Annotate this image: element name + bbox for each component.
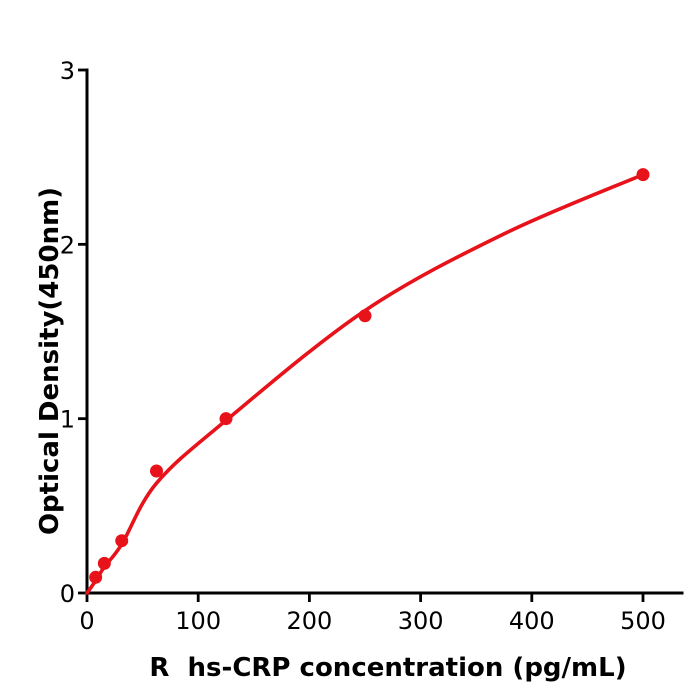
- x-tick-label: 300: [398, 607, 444, 635]
- x-tick-label: 400: [509, 607, 555, 635]
- y-tick-label: 0: [60, 580, 75, 608]
- x-tick-label: 0: [79, 607, 94, 635]
- data-point: [358, 309, 372, 323]
- data-point: [89, 570, 103, 584]
- fit-curve: [85, 172, 645, 595]
- x-axis-title: R hs-CRP concentration (pg/mL): [149, 653, 627, 683]
- y-tick-label: 3: [60, 57, 75, 85]
- data-point: [150, 464, 163, 478]
- x-tick-label: 500: [620, 607, 666, 635]
- x-tick-label: 100: [175, 607, 221, 635]
- x-tick-label: 200: [286, 607, 332, 635]
- y-tick-label: 2: [60, 231, 75, 259]
- data-point: [219, 412, 233, 426]
- axis-spines: [85, 68, 684, 595]
- y-tick-label: 1: [60, 406, 75, 434]
- data-point: [636, 168, 650, 182]
- data-point: [115, 534, 129, 548]
- y-axis-title: Optical Density(450nm): [35, 186, 65, 536]
- data-point: [97, 556, 111, 570]
